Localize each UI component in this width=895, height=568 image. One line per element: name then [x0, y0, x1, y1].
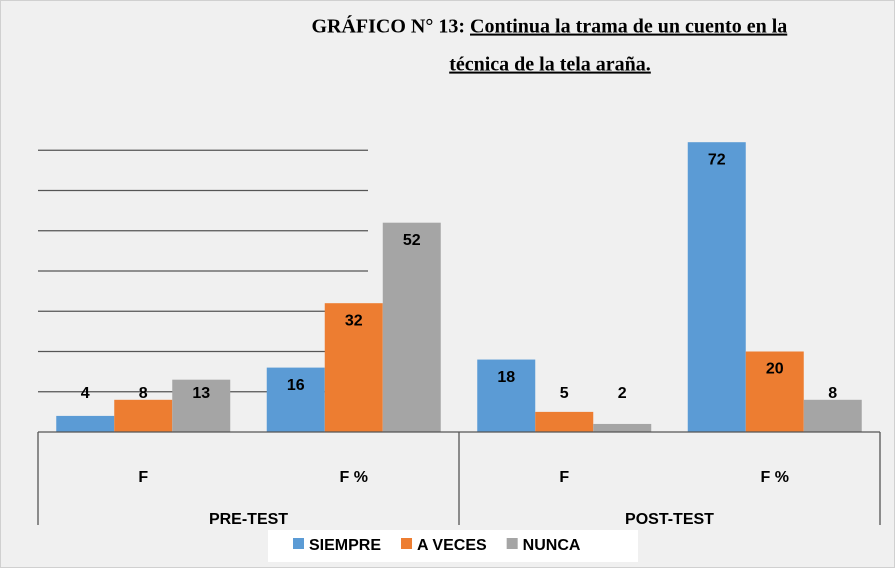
bar	[477, 359, 536, 432]
x-tick-label: F %	[761, 469, 789, 486]
bar	[745, 351, 804, 432]
bar	[172, 379, 231, 432]
legend-swatch	[293, 538, 304, 549]
data-label: 13	[192, 385, 210, 402]
data-label: 32	[345, 312, 363, 329]
data-label: 2	[618, 385, 627, 402]
data-label: 4	[81, 385, 90, 402]
data-label: 5	[560, 385, 569, 402]
chart-title: técnica de la tela araña.	[449, 54, 651, 76]
bar	[593, 423, 652, 432]
bar	[382, 222, 441, 432]
bar	[324, 303, 383, 432]
bar	[687, 142, 746, 432]
bar	[114, 399, 173, 432]
legend-label: A VECES	[417, 537, 487, 554]
chart-title: Continua la trama de un cuento en la	[470, 16, 787, 38]
x-tick-label: F	[138, 469, 148, 486]
bar	[56, 415, 115, 432]
data-label: 16	[287, 377, 305, 394]
data-label: 52	[403, 232, 421, 249]
legend-label: SIEMPRE	[309, 537, 381, 554]
legend-label: NUNCA	[523, 537, 581, 554]
legend-swatch	[506, 538, 518, 549]
data-label: 8	[828, 385, 837, 402]
x-tick-label: F %	[340, 469, 368, 486]
bar	[803, 399, 862, 432]
chart-title-prefix: GRÁFICO N° 13:	[311, 15, 465, 38]
legend-swatch	[401, 538, 413, 549]
bar	[535, 411, 594, 432]
legend-background	[268, 530, 638, 562]
x-tick-label: F	[559, 469, 569, 486]
data-label: 20	[766, 361, 784, 378]
data-label: 72	[708, 151, 726, 168]
group-label: PRE-TEST	[209, 511, 288, 528]
group-label: POST-TEST	[625, 511, 714, 528]
data-label: 18	[497, 369, 515, 386]
data-label: 8	[139, 385, 148, 402]
bar	[266, 367, 325, 432]
